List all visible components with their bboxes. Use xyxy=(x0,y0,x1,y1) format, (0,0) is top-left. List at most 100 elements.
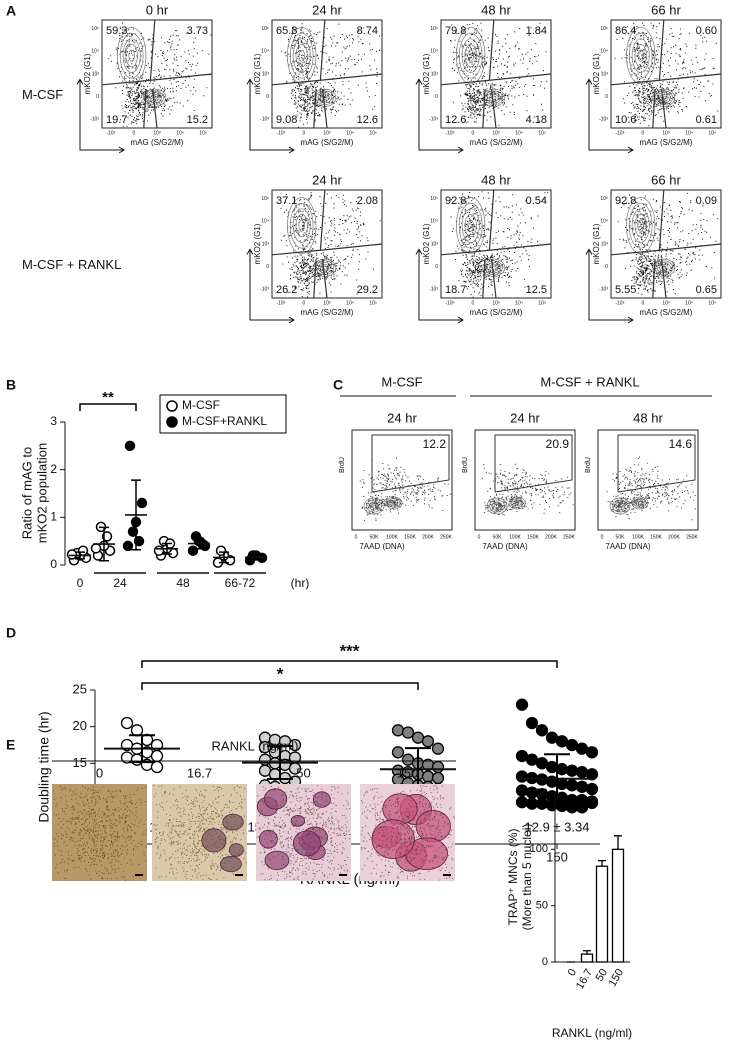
gate xyxy=(271,73,383,86)
error-bar xyxy=(194,537,204,550)
gate xyxy=(661,89,667,129)
data-point xyxy=(136,497,148,509)
gate xyxy=(319,19,326,81)
error-bar xyxy=(219,551,229,564)
cell xyxy=(222,813,244,831)
y-tick-label: 10⁵ xyxy=(430,196,438,202)
y-tick-label: 0 xyxy=(96,94,99,100)
data-point xyxy=(124,440,136,452)
x-tick-label: 150 xyxy=(607,967,627,989)
contour xyxy=(287,197,317,255)
x-tick-label: 0 xyxy=(303,300,306,306)
data-point xyxy=(258,741,272,754)
x-axis-label: 7AAD (DNA) xyxy=(482,542,528,551)
x-tick-label: 10³ xyxy=(492,130,500,136)
x-tick-label: 10⁵ xyxy=(538,300,546,306)
contour xyxy=(289,32,314,79)
contour xyxy=(491,95,497,100)
error-bar xyxy=(614,835,622,850)
y-tick-label: 0 xyxy=(435,264,438,270)
y-axis-label: BrdU xyxy=(585,457,592,473)
significance-label: ** xyxy=(102,389,114,406)
data-point xyxy=(585,768,599,781)
data-point xyxy=(90,543,102,554)
y-tick-label: 10⁴ xyxy=(430,49,438,55)
gate xyxy=(152,89,158,129)
group-header: M-CSF + RANKL xyxy=(540,374,639,389)
data-point xyxy=(515,749,529,763)
x-axis-label: mAG (S/G2/M) xyxy=(470,138,523,147)
data-point xyxy=(575,765,589,779)
events xyxy=(617,192,719,295)
contour xyxy=(512,499,522,507)
y-tick-label: 25 xyxy=(73,681,87,696)
x-tick-label: 10⁴ xyxy=(515,130,523,136)
arrow-head xyxy=(415,78,464,154)
data-point xyxy=(391,746,405,759)
gate xyxy=(143,89,147,129)
data-point xyxy=(535,724,549,737)
y-tick-label: 0 xyxy=(435,94,438,100)
x-tick-label: -10³ xyxy=(276,300,285,306)
y-axis-label: mKO2 (G1) xyxy=(83,53,92,94)
contour xyxy=(491,501,503,511)
data-point xyxy=(187,545,199,556)
significance-bracket xyxy=(141,660,558,668)
gate xyxy=(371,434,450,493)
legend-box xyxy=(159,394,287,434)
contour xyxy=(614,501,626,511)
x-tick-label: -10³ xyxy=(615,130,624,136)
contour xyxy=(128,49,135,62)
contour xyxy=(656,262,671,274)
y-axis-label: Doubling time (hr) xyxy=(36,711,52,822)
x-tick-label: 250K xyxy=(686,534,698,540)
x-tick-label: 10⁴ xyxy=(685,300,693,306)
gate-value: 20.9 xyxy=(546,437,570,451)
significance-bracket xyxy=(141,682,419,690)
data-point xyxy=(575,742,589,755)
gate-value: 14.6 xyxy=(669,437,693,451)
quadrant-value: 0.61 xyxy=(696,114,717,126)
quadrant-value: 12.5 xyxy=(526,284,547,296)
quadrant-value: 15.2 xyxy=(187,114,208,126)
x-tick-label: 100K xyxy=(509,534,521,540)
y-tick-label: 10⁵ xyxy=(261,196,269,202)
y-tick-label: 150 xyxy=(530,787,548,799)
data-point xyxy=(258,764,272,777)
quadrant-value: 65.8 xyxy=(276,25,297,37)
quadrant-value: 92.8 xyxy=(615,195,636,207)
gate xyxy=(488,19,495,81)
x-tick-label: 10³ xyxy=(662,130,670,136)
data-point xyxy=(545,731,559,744)
contour xyxy=(292,38,311,73)
gate xyxy=(440,243,552,256)
x-tick-label: 50K xyxy=(493,534,503,540)
y-axis-label: mKO2 population xyxy=(34,443,49,543)
plot-title: 0 hr xyxy=(146,2,169,17)
data-point xyxy=(401,726,415,739)
gate xyxy=(322,89,328,129)
y-tick-label: 10⁵ xyxy=(261,26,269,32)
y-tick-label: 20 xyxy=(73,718,87,733)
gate xyxy=(149,19,156,81)
data-point xyxy=(585,782,599,796)
data-point xyxy=(525,753,539,766)
y-tick-label: 10⁵ xyxy=(91,26,99,32)
quadrant-value: 10.6 xyxy=(615,114,636,126)
data-point xyxy=(288,738,302,752)
data-point xyxy=(431,771,445,785)
contour xyxy=(298,219,305,232)
quadrant-value: 86.4 xyxy=(615,25,636,37)
y-tick-label: -10³ xyxy=(599,117,608,123)
error-bar xyxy=(99,526,109,562)
plot-frame xyxy=(351,429,453,531)
data-point xyxy=(431,760,445,774)
contour xyxy=(464,214,477,238)
data-point xyxy=(585,746,599,759)
y-axis-label: Ratio of mAG to xyxy=(19,447,34,539)
quadrant-value: 18.7 xyxy=(445,284,466,296)
x-tick-label: 10³ xyxy=(492,300,500,306)
axis-arrow xyxy=(79,79,124,151)
